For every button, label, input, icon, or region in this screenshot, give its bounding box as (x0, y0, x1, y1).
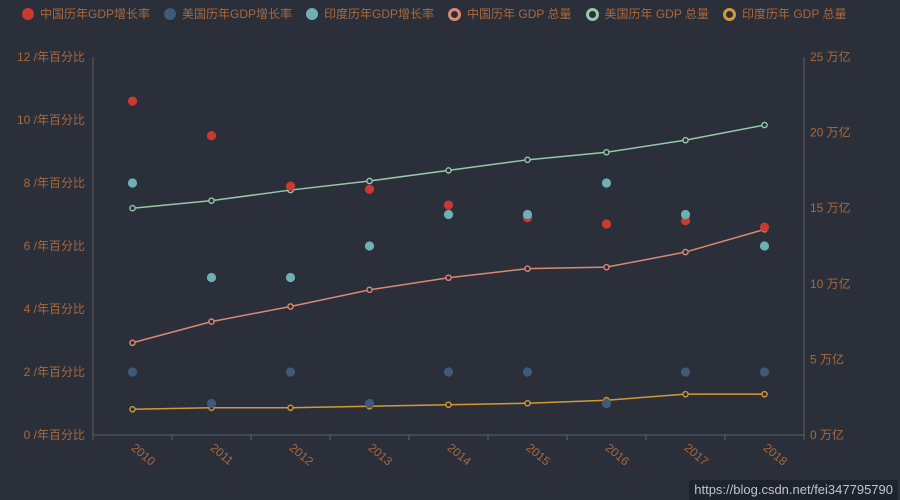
scatter-point[interactable] (522, 209, 533, 220)
scatter-point[interactable] (285, 272, 296, 283)
legend-label: 美国历年 GDP 总量 (604, 7, 709, 21)
line-marker[interactable] (208, 318, 215, 325)
scatter-point[interactable] (680, 209, 691, 220)
scatter-point[interactable] (759, 367, 770, 377)
scatter-point[interactable] (127, 367, 138, 377)
x-axis-label: 2018 (761, 441, 791, 469)
scatter-point[interactable] (522, 367, 533, 377)
scatter-point[interactable] (364, 398, 375, 409)
legend-item-5[interactable]: 美国历年 GDP 总量 (585, 7, 709, 21)
left-axis-label: 4 /年百分比 (24, 302, 85, 316)
left-axis-label: 0 /年百分比 (24, 428, 85, 442)
line-marker[interactable] (129, 204, 136, 212)
scatter-point[interactable] (206, 272, 217, 283)
legend-item-2[interactable]: 美国历年GDP增长率 (164, 7, 292, 21)
x-axis-label: 2014 (445, 441, 475, 469)
line-series (132, 228, 765, 344)
line-marker[interactable] (603, 148, 610, 156)
x-axis-label: 2013 (366, 441, 396, 469)
legend-label: 美国历年GDP增长率 (182, 7, 293, 21)
x-axis-label: 2012 (287, 441, 317, 469)
right-axis-label: 5 万亿 (810, 351, 844, 366)
line-marker[interactable] (287, 303, 294, 310)
x-axis-label: 2010 (129, 441, 159, 469)
scatter-point[interactable] (127, 178, 138, 188)
left-axis-label: 10 /年百分比 (17, 113, 85, 127)
scatter-series-icon (306, 8, 319, 20)
scatter-point[interactable] (759, 241, 770, 251)
scatter-point[interactable] (285, 181, 296, 191)
scatter-point[interactable] (443, 200, 454, 210)
line-marker[interactable] (287, 404, 294, 412)
left-axis-label: 12 /年百分比 (17, 50, 85, 64)
legend-item-3[interactable]: 印度历年GDP增长率 (306, 7, 434, 21)
legend-label: 印度历年 GDP 总量 (741, 7, 847, 21)
left-axis-label: 8 /年百分比 (24, 176, 85, 190)
right-axis-label: 15 万亿 (810, 200, 851, 215)
right-axis-label: 10 万亿 (810, 276, 851, 291)
line-marker[interactable] (682, 390, 689, 398)
scatter-series-icon (164, 8, 177, 20)
right-axis-label: 25 万亿 (810, 49, 851, 64)
legend-label: 中国历年 GDP 总量 (467, 7, 572, 21)
scatter-point[interactable] (443, 367, 454, 377)
watermark-link: https://blog.csdn.net/fei347795790 (689, 480, 898, 500)
x-axis-label: 2016 (603, 441, 633, 469)
scatter-point[interactable] (759, 222, 770, 232)
scatter-point[interactable] (206, 131, 217, 141)
scatter-point[interactable] (601, 219, 612, 229)
scatter-series-icon (22, 8, 34, 20)
x-axis-label: 2015 (524, 441, 554, 469)
legend-item-1[interactable]: 中国历年GDP增长率 (22, 7, 150, 21)
x-axis-label: 2011 (208, 441, 237, 469)
line-series-icon (585, 7, 599, 21)
scatter-point[interactable] (127, 96, 138, 106)
line-marker[interactable] (682, 248, 689, 256)
right-axis-label: 0 万亿 (810, 427, 844, 442)
line-marker[interactable] (682, 136, 689, 144)
line-marker[interactable] (208, 197, 215, 204)
line-marker[interactable] (366, 286, 373, 294)
legend-label: 中国历年GDP增长率 (40, 7, 151, 21)
scatter-point[interactable] (680, 216, 691, 226)
chart-legend: 中国历年GDP增长率 美国历年GDP增长率 印度历年GDP增长率 中国历年 GDP 总… (22, 7, 890, 21)
right-axis-label: 20 万亿 (810, 125, 851, 140)
line-marker[interactable] (524, 156, 531, 164)
line-marker[interactable] (445, 167, 452, 174)
line-series-icon (722, 7, 736, 21)
line-marker[interactable] (129, 339, 136, 347)
x-axis-label: 2017 (682, 441, 712, 469)
line-marker[interactable] (603, 263, 610, 271)
scatter-point[interactable] (601, 398, 612, 409)
line-marker[interactable] (524, 399, 531, 407)
scatter-point[interactable] (601, 178, 612, 188)
scatter-point[interactable] (443, 209, 454, 220)
line-marker[interactable] (761, 390, 768, 398)
line-marker[interactable] (761, 121, 768, 129)
scatter-point[interactable] (206, 398, 217, 409)
scatter-point[interactable] (285, 367, 296, 377)
line-marker[interactable] (366, 177, 373, 185)
scatter-point[interactable] (364, 241, 375, 251)
scatter-point[interactable] (680, 367, 691, 377)
line-marker[interactable] (129, 405, 136, 413)
line-series (132, 124, 765, 209)
line-marker[interactable] (524, 265, 531, 272)
line-series-icon (448, 7, 462, 21)
line-marker[interactable] (445, 274, 452, 282)
legend-item-6[interactable]: 印度历年 GDP 总量 (722, 7, 847, 21)
line-marker[interactable] (445, 401, 452, 409)
left-axis-label: 6 /年百分比 (24, 239, 85, 253)
scatter-point[interactable] (364, 184, 375, 194)
legend-item-4[interactable]: 中国历年 GDP 总量 (448, 7, 572, 21)
left-axis-label: 2 /年百分比 (24, 365, 85, 379)
legend-label: 印度历年GDP增长率 (324, 7, 435, 21)
